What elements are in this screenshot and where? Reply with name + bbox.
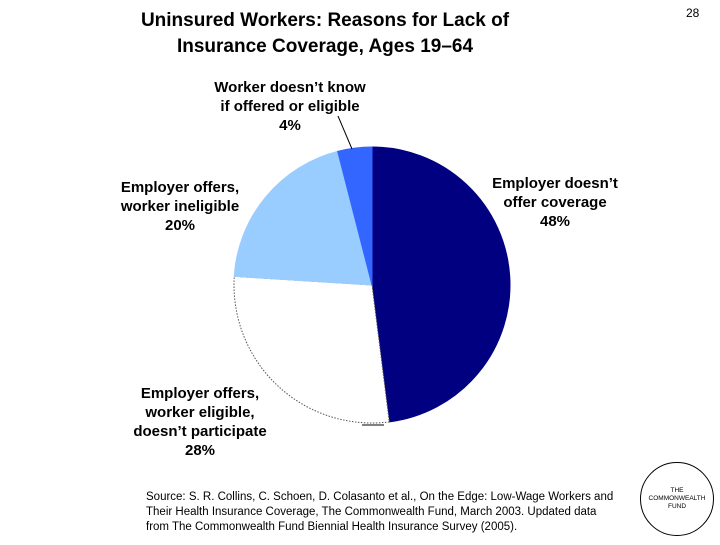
slice-label-line: worker eligible, (145, 404, 255, 421)
slice-percent: 48% (539, 213, 571, 230)
slice-label-line: Employer doesn’t (492, 175, 618, 192)
chart-title-line-1: Uninsured Workers: Reasons for Lack of (140, 10, 510, 31)
commonwealth-fund-logo: THE COMMONWEALTH FUND (640, 462, 714, 536)
chart-title: Uninsured Workers: Reasons for Lack of I… (105, 8, 545, 60)
slice-label-line: doesn’t participate (133, 423, 267, 440)
pie-slice-worker-ineligible (233, 150, 373, 286)
source-note: Source: S. R. Collins, C. Schoen, D. Col… (146, 491, 614, 533)
slice-label-line: if offered or eligible (220, 98, 360, 115)
pie-slice-employer-doesnt-offer (371, 146, 511, 423)
logo-line: THE (670, 487, 684, 494)
page-number: 28 (686, 6, 700, 20)
slice-label-line: Employer offers, (120, 179, 240, 196)
slice-label-line: offer coverage (503, 194, 607, 211)
slice-label-worker-eligible-not-participate: Employer offers, worker eligible, doesn’… (110, 384, 290, 460)
slice-percent: 4% (279, 117, 301, 134)
slice-label-line: worker ineligible (120, 198, 240, 215)
slice-label-employer-doesnt-offer: Employer doesn’t offer coverage 48% (470, 174, 640, 231)
slice-label-worker-doesnt-know: Worker doesn’t know if offered or eligib… (190, 78, 390, 135)
slice-percent: 28% (184, 442, 216, 459)
slice-label-line: Worker doesn’t know (214, 79, 366, 96)
pie-slice-worker-doesnt-know (337, 146, 373, 286)
chart-title-line-2: Insurance Coverage, Ages 19–64 (176, 36, 474, 57)
leader-line-worker-doesnt-know (337, 115, 353, 150)
slice-label-worker-ineligible: Employer offers, worker ineligible 20% (95, 178, 265, 235)
logo-line: COMMONWEALTH (648, 495, 706, 502)
slice-percent: 20% (164, 217, 196, 234)
logo-line: FUND (667, 503, 687, 510)
slice-label-line: Employer offers, (140, 385, 260, 402)
pie-slice-worker-eligible-not-participate (233, 275, 390, 424)
